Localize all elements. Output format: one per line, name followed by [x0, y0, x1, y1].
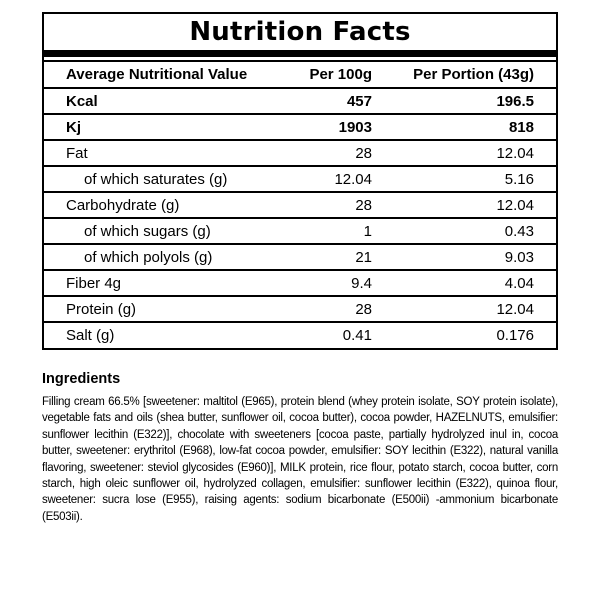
nutrient-label: Protein (g) — [66, 300, 137, 318]
table-row-polyols: of which polyols (g) 21 9.03 — [44, 244, 556, 270]
per-portion-value: 0.176 — [496, 327, 534, 344]
per-100g-value: 457 — [346, 92, 372, 110]
column-header-per-100g: Per 100g — [309, 66, 372, 83]
nutrient-label: of which sugars (g) — [84, 222, 211, 240]
nutrient-label: Fiber 4g — [66, 274, 122, 292]
table-row-saturates: of which saturates (g) 12.04 5.16 — [44, 166, 556, 192]
nutrient-label: of which saturates (g) — [84, 170, 228, 188]
table-row-salt: Salt (g) 0.41 0.176 — [44, 322, 556, 348]
column-header-nutrient: Average Nutritional Value — [66, 66, 248, 83]
table-row-sugars: of which sugars (g) 1 0.43 — [44, 218, 556, 244]
nutrient-label: of which polyols (g) — [84, 248, 213, 266]
table-row-protein: Protein (g) 28 12.04 — [44, 296, 556, 322]
table-row-carbohydrate: Carbohydrate (g) 28 12.04 — [44, 192, 556, 218]
per-100g-value: 1 — [363, 222, 372, 240]
table-row-kcal: Kcal 457 196.5 — [44, 88, 556, 114]
table-row-fiber: Fiber 4g 9.4 4.04 — [44, 270, 556, 296]
per-portion-value: 818 — [508, 118, 534, 136]
nutrient-label: Kj — [66, 118, 81, 136]
per-100g-value: 1903 — [338, 118, 372, 136]
per-portion-value: 5.16 — [504, 170, 534, 188]
nutrition-label: Nutrition Facts Average Nutritional Valu… — [42, 12, 558, 350]
per-100g-value: 12.04 — [334, 170, 372, 188]
per-100g-value: 28 — [355, 144, 372, 162]
nutrient-label: Kcal — [66, 92, 98, 110]
nutrition-table: Average Nutritional Value Per 100g Per P… — [44, 60, 556, 348]
nutrient-label: Fat — [66, 144, 88, 162]
per-100g-value: 21 — [355, 248, 372, 266]
table-header-row: Average Nutritional Value Per 100g Per P… — [44, 61, 556, 88]
per-100g-value: 9.4 — [351, 274, 372, 292]
table-row-kj: Kj 1903 818 — [44, 114, 556, 140]
per-100g-value: 0.41 — [342, 327, 372, 344]
per-portion-value: 12.04 — [496, 300, 534, 318]
per-100g-value: 28 — [355, 300, 372, 318]
per-portion-value: 9.03 — [504, 248, 534, 266]
ingredients-heading: Ingredients — [42, 371, 121, 387]
per-100g-value: 28 — [355, 196, 372, 214]
column-header-per-portion: Per Portion (43g) — [413, 66, 534, 83]
nutrition-label-header: Nutrition Facts — [44, 14, 556, 50]
nutrient-label: Salt (g) — [66, 327, 115, 344]
nutrient-label: Carbohydrate (g) — [66, 196, 180, 214]
ingredients-section: Ingredients Filling cream 66.5% [sweeten… — [42, 371, 558, 525]
ingredients-text: Filling cream 66.5% [sweetener: maltitol… — [42, 396, 558, 523]
per-portion-value: 196.5 — [496, 92, 534, 110]
table-row-fat: Fat 28 12.04 — [44, 140, 556, 166]
per-portion-value: 12.04 — [496, 196, 534, 214]
nutrition-facts-title: Nutrition Facts — [189, 17, 411, 47]
per-portion-value: 4.04 — [504, 274, 534, 292]
per-portion-value: 12.04 — [496, 144, 534, 162]
title-divider-gap — [44, 57, 556, 60]
title-divider-bar — [44, 50, 556, 57]
per-portion-value: 0.43 — [504, 222, 534, 240]
